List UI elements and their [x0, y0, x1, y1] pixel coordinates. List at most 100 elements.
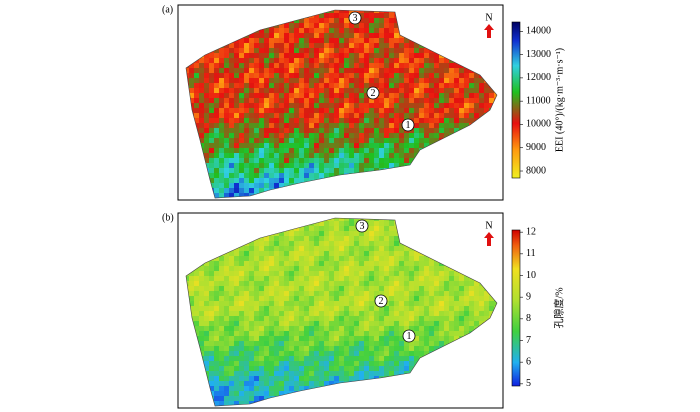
- map-cell: [249, 128, 254, 133]
- map-cell: [424, 143, 429, 148]
- map-cell: [329, 43, 334, 48]
- map-cell: [229, 178, 234, 183]
- map-cell: [439, 331, 444, 336]
- map-cell: [434, 103, 439, 108]
- map-cell: [454, 366, 459, 371]
- map-cell: [239, 148, 244, 153]
- map-cell: [284, 123, 289, 128]
- map-cell: [294, 381, 299, 386]
- map-cell: [304, 178, 309, 183]
- map-cell: [314, 306, 319, 311]
- map-cell: [244, 351, 249, 356]
- map-cell: [359, 381, 364, 386]
- map-cell: [444, 361, 449, 366]
- map-cell: [259, 236, 264, 241]
- map-cell: [344, 143, 349, 148]
- map-cell: [189, 178, 194, 183]
- map-cell: [349, 376, 354, 381]
- map-cell: [374, 286, 379, 291]
- map-cell: [344, 241, 349, 246]
- map-cell: [186, 396, 189, 401]
- map-cell: [354, 381, 359, 386]
- map-cell: [379, 183, 384, 188]
- map-cell: [209, 276, 214, 281]
- map-cell: [329, 346, 334, 351]
- map-cell: [289, 73, 294, 78]
- map-cell: [379, 291, 384, 296]
- map-cell: [304, 231, 309, 236]
- map-cell: [339, 103, 344, 108]
- map-cell: [269, 143, 274, 148]
- map-cell: [429, 173, 434, 178]
- map-cell: [444, 291, 449, 296]
- map-cell: [424, 331, 429, 336]
- map-cell: [219, 266, 224, 271]
- map-cell: [434, 286, 439, 291]
- map-cell: [259, 48, 264, 53]
- map-cell: [409, 376, 414, 381]
- map-cell: [374, 83, 379, 88]
- map-cell: [494, 386, 497, 391]
- map-cell: [204, 43, 209, 48]
- map-cell: [209, 18, 214, 23]
- map-cell: [429, 68, 434, 73]
- map-cell: [389, 63, 394, 68]
- map-cell: [264, 226, 269, 231]
- map-cell: [186, 98, 189, 103]
- map-cell: [214, 93, 219, 98]
- map-cell: [229, 133, 234, 138]
- map-cell: [239, 38, 244, 43]
- map-cell: [186, 261, 189, 266]
- map-cell: [219, 118, 224, 123]
- map-cell: [324, 68, 329, 73]
- map-cell: [484, 133, 489, 138]
- map-cell: [404, 396, 409, 401]
- map-cell: [434, 173, 439, 178]
- map-cell: [219, 336, 224, 341]
- map-cell: [219, 73, 224, 78]
- map-cell: [399, 356, 404, 361]
- map-cell: [314, 188, 319, 193]
- map-cell: [329, 148, 334, 153]
- map-cell: [289, 386, 294, 391]
- map-cell: [329, 133, 334, 138]
- map-cell: [269, 301, 274, 306]
- map-cell: [469, 78, 474, 83]
- map-cell: [289, 371, 294, 376]
- map-cell: [259, 226, 264, 231]
- map-cell: [404, 231, 409, 236]
- map-cell: [244, 331, 249, 336]
- map-cell: [444, 143, 449, 148]
- map-cell: [459, 93, 464, 98]
- map-cell: [209, 226, 214, 231]
- map-cell: [449, 346, 454, 351]
- map-cell: [229, 58, 234, 63]
- map-cell: [334, 396, 339, 401]
- map-cell: [274, 108, 279, 113]
- map-cell: [186, 341, 189, 346]
- map-cell: [244, 18, 249, 23]
- map-cell: [354, 276, 359, 281]
- map-cell: [344, 23, 349, 28]
- map-cell: [394, 356, 399, 361]
- map-cell: [344, 18, 349, 23]
- map-cell: [269, 43, 274, 48]
- map-cell: [404, 351, 409, 356]
- map-cell: [489, 256, 494, 261]
- map-cell: [444, 271, 449, 276]
- map-cell: [374, 63, 379, 68]
- map-cell: [234, 128, 239, 133]
- map-cell: [494, 153, 497, 158]
- map-cell: [449, 236, 454, 241]
- map-cell: [259, 83, 264, 88]
- map-cell: [219, 331, 224, 336]
- map-cell: [359, 291, 364, 296]
- map-cell: [334, 183, 339, 188]
- map-cell: [259, 123, 264, 128]
- map-cell: [429, 143, 434, 148]
- map-cell: [349, 143, 354, 148]
- map-cell: [314, 18, 319, 23]
- map-cell: [299, 391, 304, 396]
- map-cell: [229, 301, 234, 306]
- map-cell: [189, 13, 194, 18]
